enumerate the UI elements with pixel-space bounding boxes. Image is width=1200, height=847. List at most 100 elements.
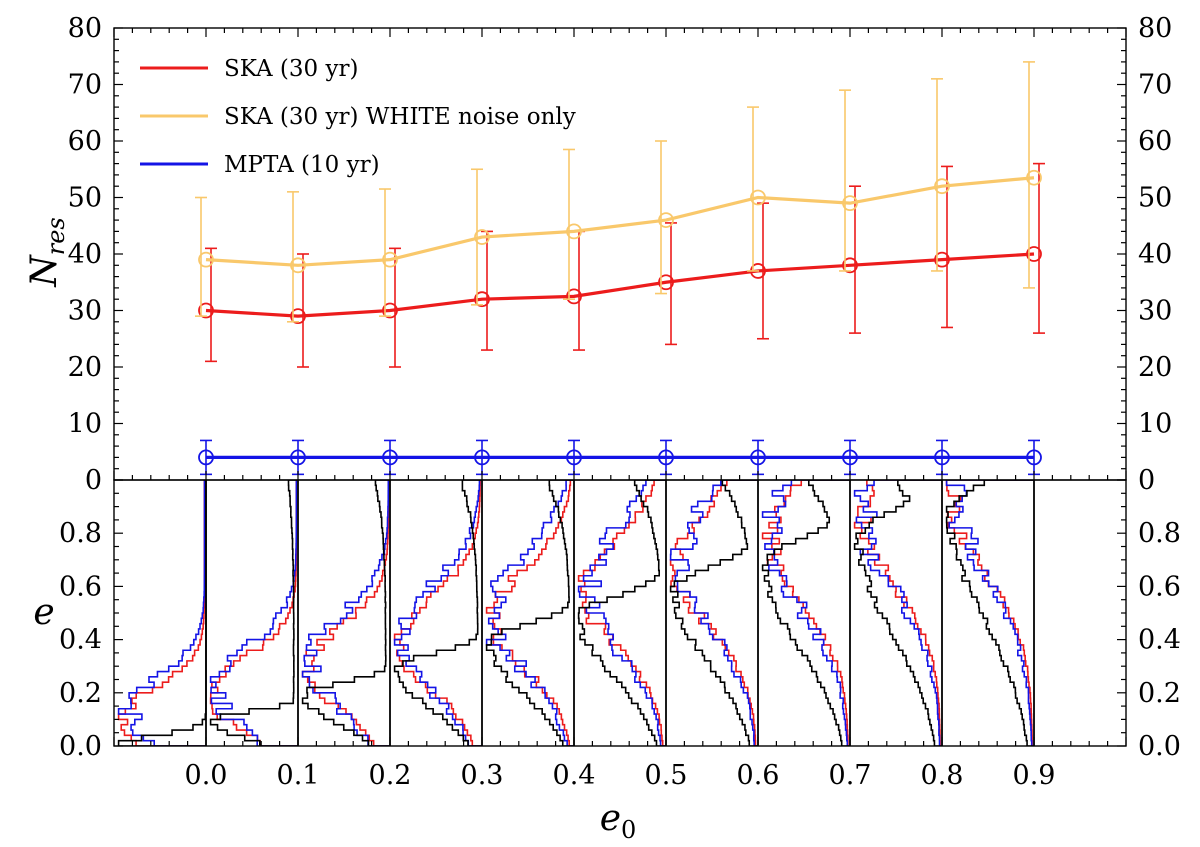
marker-ska-white [198,251,214,268]
top-y-tick-label-right: 10 [1138,409,1172,440]
marker-ska-white [474,229,490,245]
marker-ska-white [934,178,950,195]
legend-label-ska-white: SKA (30 yr) WHITE noise only [224,104,576,130]
marker-mpta [1026,449,1042,466]
hist-prior-e0-0.5 [577,480,666,746]
x-tick-label: 0.2 [369,760,412,791]
top-y-tick-label-left: 40 [68,239,102,270]
top-y-tick-label-right: 70 [1138,70,1172,101]
x-tick-label: 0.6 [737,760,780,791]
x-tick-label: 0.4 [553,760,596,791]
marker-mpta [658,449,674,466]
hist-mpta-e0-0.7 [761,480,850,746]
bottom-y-tick-label-left: 0.6 [59,571,102,602]
top-y-tick-label-left: 20 [68,352,102,383]
top-y-tick-label-left: 80 [68,13,102,44]
x-tick-label: 0.3 [461,760,504,791]
top-y-tick-label-right: 20 [1138,352,1172,383]
bottom-panel-frame [113,479,1127,747]
hist-ska-e0-0.7 [761,480,850,746]
top-y-tick-label-left: 50 [68,183,102,214]
hist-prior-e0-0.8 [853,480,942,746]
bottom-y-tick-label-right: 0.4 [1138,625,1181,656]
hist-mpta-e0-0.9 [945,480,1034,746]
hist-ska-e0-0.1 [209,480,298,746]
histogram-layer [117,480,1035,746]
top-y-tick-label-right: 80 [1138,13,1172,44]
x-tick-label: 0.9 [1013,760,1056,791]
bottom-y-tick-label-right: 0.8 [1138,518,1181,549]
marker-ska [290,308,306,325]
series-line-ska-white [205,176,1035,267]
marker-mpta [750,449,766,466]
marker-mpta [382,449,398,466]
hist-prior-e0-0.9 [945,480,1034,746]
top-y-tick-label-right: 60 [1138,126,1172,157]
bottom-y-tick-label-right: 0.0 [1138,731,1181,762]
top-y-tick-label-left: 10 [68,409,102,440]
x-axis-title: e0 [600,798,637,844]
bottom-y-tick-label-left: 0.4 [59,625,102,656]
marker-ska-white [290,257,306,274]
top-y-tick-label-right: 50 [1138,183,1172,214]
marker-ska-white [658,212,674,229]
marker-ska-white [382,251,398,268]
hist-mpta-e0-0.2 [301,480,390,746]
hist-mpta-e0-0.0 [117,480,206,746]
legend-label-mpta: MPTA (10 yr) [224,152,380,178]
marker-ska [934,251,950,268]
marker-ska [842,257,858,274]
top-y-tick-label-right: 0 [1138,465,1155,496]
marker-mpta [198,449,214,466]
x-tick-label: 0.7 [829,760,872,791]
x-tick-label: 0.1 [277,760,320,791]
hist-prior-e0-0.7 [761,480,850,746]
hist-prior-e0-0.3 [393,480,482,746]
hist-ska-e0-0.4 [485,480,574,746]
hist-prior-e0-0.2 [301,480,390,746]
top-series-layer [195,61,1045,476]
x-tick-label: 0.0 [185,760,228,791]
x-tick-label: 0.8 [921,760,964,791]
marker-ska-white [842,195,858,212]
hist-mpta-e0-0.3 [393,480,482,746]
bottom-y-tick-label-left: 0.2 [59,678,102,709]
marker-ska [566,288,582,305]
top-y-tick-label-left: 70 [68,70,102,101]
legend: SKA (30 yr) SKA (30 yr) WHITE noise only… [140,56,576,178]
top-y-tick-label-right: 30 [1138,296,1172,327]
label-layer: 10 20 30 40 50 60 70 80 10 20 30 40 50 60 70 80 0 0 0.0 0.2… [59,13,1181,791]
top-y-tick-label-left: 0 [85,465,102,496]
marker-ska [1026,246,1042,262]
hist-mpta-e0-0.1 [209,480,298,746]
marker-mpta [474,449,490,466]
top-y-axis-title: Nres [24,217,70,288]
bottom-y-tick-label-right: 0.2 [1138,678,1181,709]
x-tick-label: 0.5 [645,760,688,791]
marker-ska [474,291,490,308]
series-line-ska [205,252,1035,318]
marker-ska [658,274,674,291]
hist-mpta-e0-0.6 [669,480,758,746]
bottom-y-tick-label-left: 0.0 [59,731,102,762]
tick-layer [113,27,1127,747]
legend-label-ska: SKA (30 yr) [224,56,358,82]
hist-mpta-e0-0.8 [853,480,942,746]
bottom-y-tick-label-left: 0.8 [59,518,102,549]
marker-ska-white [566,223,582,240]
bottom-y-tick-label-right: 0.6 [1138,571,1181,602]
marker-ska-white [750,189,766,206]
hist-ska-e0-0.8 [853,480,942,746]
hist-prior-e0-0.4 [485,480,574,746]
marker-ska [198,302,214,319]
hist-prior-e0-0.1 [209,480,298,746]
hist-ska-e0-0.3 [393,480,482,746]
marker-mpta [566,449,582,466]
marker-mpta [934,449,950,466]
hist-ska-e0-0.6 [669,480,758,746]
top-y-tick-label-left: 30 [68,296,102,327]
marker-ska [382,302,398,319]
top-y-tick-label-right: 40 [1138,239,1172,270]
top-panel-frame [113,27,1127,481]
